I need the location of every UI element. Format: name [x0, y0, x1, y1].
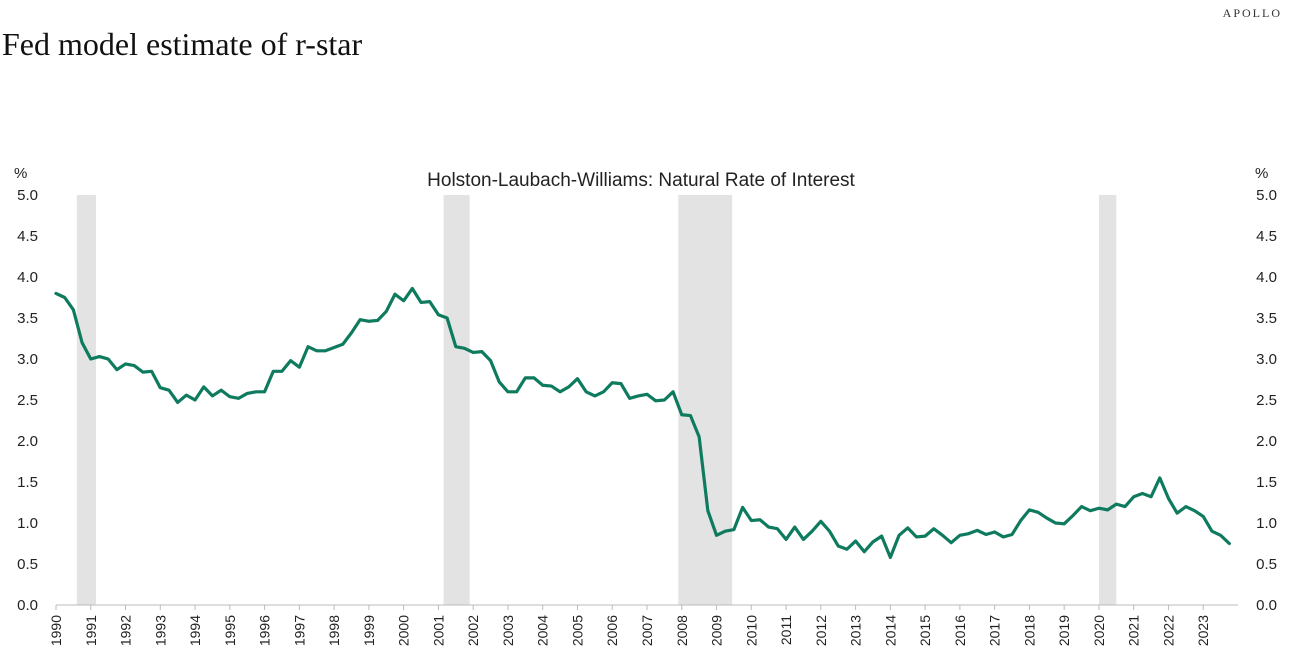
y-tick-label-right: 2.5 — [1256, 392, 1277, 409]
x-tick-label: 2010 — [743, 615, 759, 646]
y-ticks-right: 0.0 0.5 1.0 1.5 2.0 2.5 3.0 3.5 4.0 4.5 5.0 — [1256, 187, 1277, 614]
x-tick-label: 1990 — [48, 615, 64, 646]
x-tick-label: 2009 — [709, 615, 725, 646]
x-tick-label: 2015 — [917, 615, 933, 646]
y-tick-label-right: 0.0 — [1256, 597, 1277, 614]
y-tick-label-left: 4.0 — [17, 269, 38, 286]
y-axis-unit-left: % — [14, 165, 27, 182]
x-tick-label: 2007 — [639, 615, 655, 646]
y-tick-label-right: 4.5 — [1256, 228, 1277, 245]
y-ticks-left: 0.0 0.5 1.0 1.5 2.0 2.5 3.0 3.5 4.0 4.5 5.0 — [17, 187, 38, 614]
x-tick-label: 2008 — [674, 615, 690, 646]
y-tick-label-left: 2.0 — [17, 433, 38, 450]
y-tick-label-right: 3.0 — [1256, 351, 1277, 368]
x-tick-label: 2020 — [1091, 615, 1107, 646]
recession-band-0 — [76, 195, 96, 605]
chart-title: Holston-Laubach-Williams: Natural Rate o… — [427, 170, 855, 191]
y-tick-label-right: 4.0 — [1256, 269, 1277, 286]
x-tick-label: 2021 — [1126, 615, 1142, 646]
y-tick-label-left: 1.5 — [17, 474, 38, 491]
x-tick-label: 2002 — [465, 615, 481, 646]
y-tick-label-right: 0.5 — [1256, 556, 1277, 573]
x-tick-label: 2023 — [1195, 615, 1211, 646]
x-tick-label: 2001 — [430, 615, 446, 646]
x-tick-label: 2000 — [396, 615, 412, 646]
y-tick-label-left: 3.5 — [17, 310, 38, 327]
recession-band-1 — [443, 195, 470, 605]
x-tick-label: 1998 — [326, 615, 342, 646]
y-tick-label-left: 4.5 — [17, 228, 38, 245]
y-tick-label-left: 3.0 — [17, 351, 38, 368]
y-tick-label-left: 2.5 — [17, 392, 38, 409]
x-tick-label: 2014 — [882, 615, 898, 646]
x-tick-label: 2006 — [604, 615, 620, 646]
series-line-r-star — [54, 286, 1231, 560]
x-tick-label: 2004 — [535, 615, 551, 646]
brand-logo: APOLLO — [1222, 6, 1282, 20]
y-tick-label-right: 5.0 — [1256, 187, 1277, 204]
x-tick-label: 2005 — [569, 615, 585, 646]
x-tick-label: 1995 — [222, 615, 238, 646]
recession-bands — [76, 195, 1117, 605]
x-tick-label: 2018 — [1021, 615, 1037, 646]
y-tick-label-right: 1.5 — [1256, 474, 1277, 491]
y-tick-label-right: 1.0 — [1256, 515, 1277, 532]
x-tick-label: 2011 — [778, 615, 794, 645]
y-tick-label-left: 0.5 — [17, 556, 38, 573]
x-tick-label: 2012 — [813, 615, 829, 646]
page-title: Fed model estimate of r-star — [2, 26, 363, 62]
x-tick-label: 1992 — [118, 615, 134, 646]
x-tick-label: 2017 — [987, 615, 1003, 646]
y-axis-unit-right: % — [1255, 165, 1268, 182]
y-tick-label-right: 3.5 — [1256, 310, 1277, 327]
y-tick-label-left: 0.0 — [17, 597, 38, 614]
tick-marks — [55, 605, 1204, 610]
x-tick-label: 1991 — [83, 615, 99, 646]
recession-band-2 — [678, 195, 733, 605]
x-tick-label: 2016 — [952, 615, 968, 646]
x-tick-label: 1993 — [152, 615, 168, 646]
x-tick-label: 1997 — [291, 615, 307, 646]
x-ticks: 1990 1991 1992 1993 1994 1995 1996 1997 1998 1999… — [48, 615, 1211, 646]
x-tick-label: 2003 — [500, 615, 516, 646]
x-tick-label: 2019 — [1056, 615, 1072, 646]
x-tick-label: 1994 — [187, 615, 203, 646]
x-tick-label: 2022 — [1160, 615, 1176, 646]
y-tick-label-left: 5.0 — [17, 187, 38, 204]
y-tick-label-right: 2.0 — [1256, 433, 1277, 450]
x-tick-label: 1999 — [361, 615, 377, 646]
x-tick-label: 1996 — [257, 615, 273, 646]
recession-band-3 — [1098, 195, 1117, 605]
y-tick-label-left: 1.0 — [17, 515, 38, 532]
x-tick-label: 2013 — [848, 615, 864, 646]
